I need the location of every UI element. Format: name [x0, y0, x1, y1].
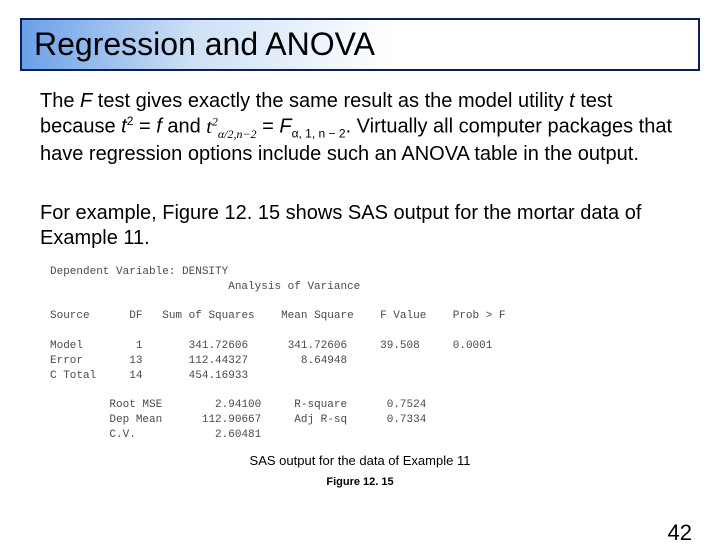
s1-val: 2.94100 — [215, 399, 261, 411]
p1-e: and — [162, 116, 206, 138]
sas-h4: Mean Square — [281, 310, 354, 322]
sas-output: Dependent Variable: DENSITY Analysis of … — [50, 265, 670, 443]
p1-F: F — [80, 90, 92, 112]
r2-src: Error — [50, 355, 83, 367]
slide-title: Regression and ANOVA — [34, 26, 686, 63]
sas-h6: Prob > F — [453, 310, 506, 322]
sas-caption: SAS output for the data of Example 11 — [0, 453, 720, 468]
paragraph-1: The F test gives exactly the same result… — [40, 89, 680, 167]
s2-rval: 0.7334 — [387, 414, 427, 426]
sas-h1: Source — [50, 310, 90, 322]
p1-rhsF: F — [279, 116, 291, 138]
sas-h5: F Value — [380, 310, 426, 322]
s1-rlab: R-square — [294, 399, 347, 411]
paragraph-2: For example, Figure 12. 15 shows SAS out… — [40, 201, 680, 251]
p1-b: test gives exactly the same result as th… — [92, 90, 569, 112]
s1-rval: 0.7524 — [387, 399, 427, 411]
formula-sub: α/2,n−2 — [218, 127, 257, 141]
spacer — [0, 167, 720, 183]
r1-pf: 0.0001 — [453, 340, 493, 352]
r1-ms: 341.72606 — [288, 340, 347, 352]
r3-src: C Total — [50, 370, 96, 382]
r1-src: Model — [50, 340, 83, 352]
s3-val: 2.60481 — [215, 429, 261, 441]
p1-eq: = — [257, 116, 280, 138]
s2-val: 112.90667 — [202, 414, 261, 426]
r3-df: 14 — [129, 370, 142, 382]
r3-ss: 454.16933 — [189, 370, 248, 382]
page-number: 42 — [668, 520, 692, 546]
r2-df: 13 — [129, 355, 142, 367]
r1-ss: 341.72606 — [189, 340, 248, 352]
s1-lab: Root MSE — [109, 399, 162, 411]
p1-a: The — [40, 90, 80, 112]
sas-h3: Sum of Squares — [162, 310, 254, 322]
figure-label: Figure 12. 15 — [0, 476, 720, 488]
r1-fv: 39.508 — [380, 340, 420, 352]
sas-dep: Dependent Variable: DENSITY — [50, 266, 228, 278]
sas-aov: Analysis of Variance — [228, 281, 360, 293]
sas-h2: DF — [129, 310, 142, 322]
p1-rhs-sub: α, 1, n − 2 — [292, 127, 346, 141]
title-bar: Regression and ANOVA — [20, 18, 700, 71]
s2-rlab: Adj R-sq — [294, 414, 347, 426]
r1-df: 1 — [136, 340, 143, 352]
s3-lab: C.V. — [109, 429, 135, 441]
p1-d: = — [133, 116, 156, 138]
s2-lab: Dep Mean — [109, 414, 162, 426]
r2-ss: 112.44327 — [189, 355, 248, 367]
formula-lhs: t2α/2,n−2 — [206, 116, 256, 138]
r2-ms: 8.64948 — [301, 355, 347, 367]
